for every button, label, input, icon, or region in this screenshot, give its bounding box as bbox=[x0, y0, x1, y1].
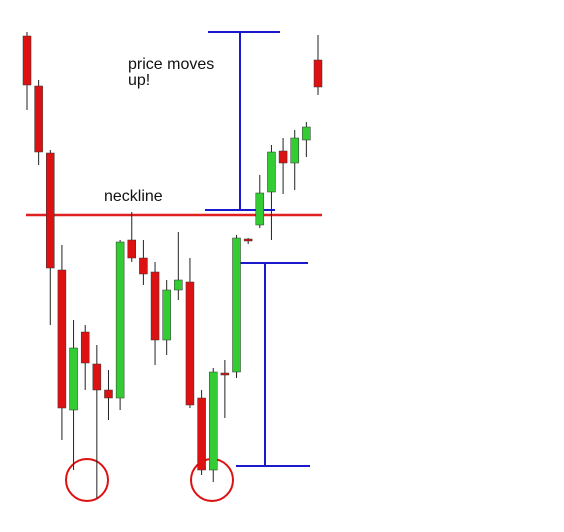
candle-body bbox=[302, 126, 311, 141]
candle-body bbox=[278, 150, 288, 164]
candle-body bbox=[92, 363, 102, 391]
candle-body bbox=[208, 371, 218, 471]
candle-body bbox=[80, 331, 90, 364]
candle-body bbox=[162, 289, 171, 341]
candle-body bbox=[220, 372, 230, 376]
candle-body bbox=[69, 347, 78, 411]
candle-body bbox=[185, 281, 195, 406]
candle-body bbox=[290, 137, 299, 164]
candle-body bbox=[127, 239, 137, 259]
candle-body bbox=[34, 85, 43, 153]
candle-body bbox=[150, 271, 160, 341]
candle-body bbox=[22, 35, 32, 86]
candle-body bbox=[197, 397, 206, 471]
candle-body bbox=[255, 192, 265, 226]
candle-body bbox=[243, 238, 253, 242]
bottom-circles bbox=[65, 458, 234, 502]
candle-body bbox=[57, 269, 67, 409]
candle-body bbox=[139, 257, 148, 275]
measure-brackets bbox=[205, 31, 310, 467]
candle-body bbox=[313, 59, 323, 88]
candle-body bbox=[115, 241, 125, 399]
candle-body bbox=[46, 152, 55, 269]
candle-body bbox=[267, 151, 276, 193]
neckline-label: neckline bbox=[104, 188, 163, 205]
annotation: price moves up! bbox=[128, 56, 215, 89]
candle-body bbox=[174, 279, 183, 291]
candle-body bbox=[232, 237, 241, 373]
candle-body bbox=[104, 389, 113, 399]
